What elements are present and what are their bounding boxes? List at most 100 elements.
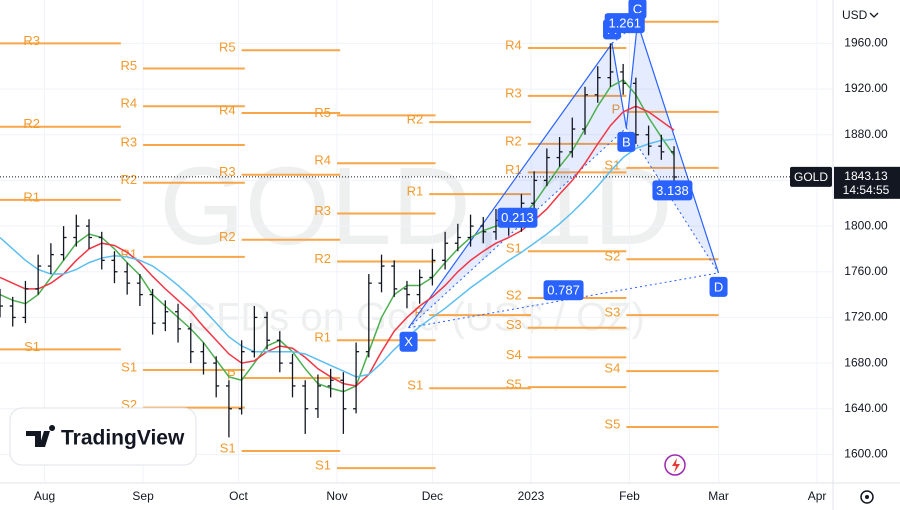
pattern-ratio-text: 0.213 (501, 210, 534, 225)
pattern-point-label: X (399, 331, 418, 352)
pattern-fill (408, 43, 627, 328)
x-tick-label: Nov (326, 489, 347, 503)
logo-icon (26, 425, 56, 447)
pivot-label: S2 (604, 249, 620, 264)
symbol-tag-text: GOLD (794, 170, 828, 184)
pivot-label: R4 (505, 37, 522, 52)
x-tick-label: Aug (34, 489, 55, 503)
logo[interactable]: TradingView (9, 407, 197, 466)
pivot-label: S1 (506, 241, 522, 256)
pivot-label: S1 (121, 359, 137, 374)
pivot-label: R4 (314, 153, 331, 168)
pattern-point-label-box (617, 131, 636, 152)
pivot-label: S1 (315, 458, 331, 473)
y-tick-label: 1640.00 (844, 401, 888, 415)
pattern-ratio-text: 0.787 (547, 283, 580, 298)
watermark-title: GOLD, 1D (159, 145, 672, 268)
pattern-ratio-text: 1.261 (608, 16, 641, 31)
y-tick-label: 1880.00 (844, 127, 888, 141)
pivot-label: R4 (120, 96, 137, 111)
x-tick-label: Mar (708, 489, 729, 503)
pivot-label: R2 (120, 172, 137, 187)
pattern-point-label: D (709, 276, 728, 297)
logo-text: TradingView (61, 427, 185, 450)
pattern-point-label-text: B (622, 134, 631, 149)
pattern-ratio: 3.138 (652, 180, 693, 201)
pivot-label: S3 (604, 305, 620, 320)
pattern-ratio: 0.787 (543, 280, 584, 301)
currency-label[interactable]: USD (842, 8, 868, 22)
pivot-label: R1 (505, 162, 522, 177)
moving-average (0, 105, 675, 387)
pivot-label: R5 (219, 40, 236, 55)
moving-average (0, 78, 675, 393)
pivot-label: R3 (120, 134, 137, 149)
pivot-label: R2 (314, 251, 331, 266)
last-price-text: 1843.13 (844, 169, 888, 183)
pivot-label: R3 (219, 164, 236, 179)
y-tick-label: 1760.00 (844, 264, 888, 278)
pivot-label: S5 (506, 377, 522, 392)
pattern-ratio: 0.213 (497, 207, 538, 228)
pattern-point-label-text: C (633, 1, 642, 16)
y-tick-label: 1680.00 (844, 355, 888, 369)
pivot-label: R1 (23, 189, 40, 204)
pivot-label: P (612, 101, 621, 116)
x-tick-label: 2023 (518, 489, 545, 503)
pivot-label: R3 (314, 203, 331, 218)
pattern-ratio: 1.261 (604, 13, 645, 34)
pattern-ratio-line (408, 127, 627, 329)
pattern-ratio-box (604, 13, 645, 34)
pivot-label: S1 (604, 157, 620, 172)
pivot-label: R5 (120, 58, 137, 73)
events-icon-bolt (672, 458, 680, 473)
pivot-label: R2 (505, 133, 522, 148)
pattern-ratio-box (543, 280, 584, 301)
y-tick-label: 1920.00 (844, 81, 888, 95)
pivot-label: R1 (314, 330, 331, 345)
gear-center (865, 495, 869, 499)
pivot-label: S4 (604, 361, 620, 376)
pivot-label: R3 (23, 33, 40, 48)
pivot-label: P (415, 305, 424, 320)
x-tick-label: Oct (229, 489, 248, 503)
pivot-label: R3 (505, 85, 522, 100)
x-tick-label: Feb (619, 489, 640, 503)
x-tick-label: Sep (132, 489, 154, 503)
moving-average (0, 138, 675, 378)
pattern-ratio-box (497, 207, 538, 228)
pivot-label: S1 (24, 339, 40, 354)
pivot-label: R4 (219, 102, 236, 117)
pattern-point-label-box (709, 276, 728, 297)
gear-ring (860, 490, 874, 504)
y-tick-label: 1800.00 (844, 218, 888, 232)
pivot-label: R5 (314, 105, 331, 120)
countdown-text: 14:54:55 (843, 183, 890, 197)
logo-box (9, 407, 197, 466)
pattern-fill (626, 22, 719, 273)
x-tick-label: Dec (422, 489, 443, 503)
pivot-label: R2 (407, 112, 424, 127)
pattern-point-label-box (399, 331, 418, 352)
pattern-point-label: B (617, 131, 636, 152)
pivot-label: P (227, 367, 236, 382)
last-price-tag (834, 166, 900, 199)
x-tick-label: Apr (808, 489, 827, 503)
pivot-label: R2 (23, 116, 40, 131)
events-icon[interactable] (664, 454, 686, 476)
pattern-point-label-text: D (714, 279, 723, 294)
pivot-label: S5 (604, 416, 620, 431)
pivot-label: S4 (506, 347, 522, 362)
pivot-label: S1 (407, 378, 423, 393)
symbol-tag (790, 166, 832, 187)
settings-icon[interactable] (860, 490, 874, 504)
pivot-label: S2 (506, 287, 522, 302)
pattern-ratio-text: 3.138 (656, 183, 689, 198)
plot-area: R3 R2 R1 S1 R5 R4 R3 R2 R1 S1 S2 R5 R4 R3 R2 P S1 R5 R4 R3 R… (0, 0, 833, 483)
pattern-point-label-text: X (404, 334, 413, 349)
pivot-label: S1 (220, 440, 236, 455)
y-tick-label: 1720.00 (844, 310, 888, 324)
y-tick-label: 1600.00 (844, 447, 888, 461)
currency-dropdown-icon[interactable] (869, 12, 879, 18)
